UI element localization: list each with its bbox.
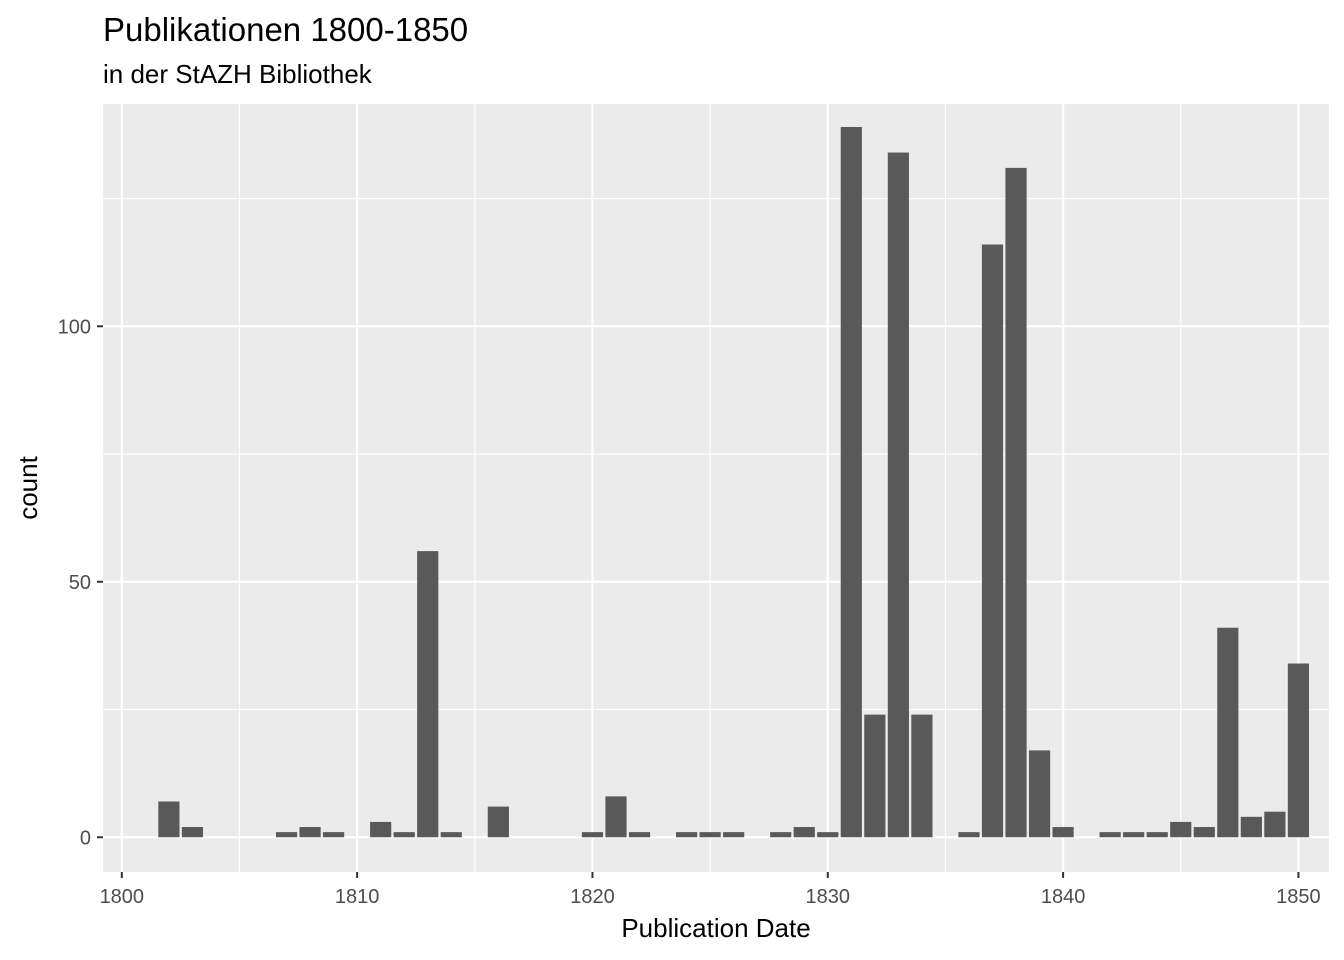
x-tick-label: 1840 — [1041, 886, 1086, 908]
bar — [1123, 832, 1145, 838]
bar — [417, 551, 439, 838]
bar — [487, 806, 509, 838]
x-axis-title: Publication Date — [621, 913, 810, 943]
bar — [158, 801, 180, 838]
chart-title: Publikationen 1800-1850 — [103, 11, 468, 48]
bar — [675, 832, 698, 838]
bar — [1193, 827, 1215, 838]
x-tick-label: 1820 — [570, 886, 615, 908]
bar — [1005, 167, 1027, 838]
bar — [723, 832, 745, 838]
bar — [1287, 663, 1309, 838]
bar — [840, 126, 862, 838]
y-tick-label: 50 — [69, 572, 91, 594]
x-axis: 1800 1810 1820 1830 1840 1850 — [100, 872, 1321, 908]
bar — [911, 714, 933, 838]
bar — [1146, 832, 1168, 838]
bar — [1240, 816, 1262, 838]
bar — [1170, 821, 1192, 838]
bars — [158, 126, 1309, 838]
bar — [181, 827, 204, 838]
bar — [1052, 827, 1074, 838]
y-tick-label: 100 — [58, 316, 91, 338]
bar — [1217, 627, 1239, 838]
chart-subtitle: in der StAZH Bibliothek — [103, 59, 373, 89]
bar — [1264, 811, 1286, 838]
y-axis-title: count — [13, 455, 43, 519]
bar — [958, 832, 980, 838]
bar — [581, 832, 604, 838]
bar — [440, 832, 462, 838]
x-tick-label: 1850 — [1276, 886, 1321, 908]
bar — [299, 827, 321, 838]
minor-gridlines — [103, 104, 1329, 872]
y-tick-label: 0 — [80, 827, 91, 849]
bar — [793, 827, 815, 838]
x-tick-label: 1830 — [806, 886, 851, 908]
bar — [981, 244, 1004, 838]
bar — [887, 152, 909, 838]
bar — [323, 832, 345, 838]
bar — [370, 821, 392, 838]
bar — [770, 832, 792, 838]
bar — [1028, 750, 1051, 838]
bar — [605, 796, 627, 838]
bar — [817, 832, 839, 838]
bar — [864, 714, 886, 838]
bar — [628, 832, 651, 838]
bar — [393, 832, 415, 838]
bar — [699, 832, 721, 838]
x-tick-label: 1810 — [335, 886, 380, 908]
bar — [1099, 832, 1121, 838]
plot-panel — [103, 104, 1329, 872]
x-tick-label: 1800 — [100, 886, 145, 908]
y-axis: 0 50 100 — [58, 316, 103, 849]
bar — [275, 832, 298, 838]
